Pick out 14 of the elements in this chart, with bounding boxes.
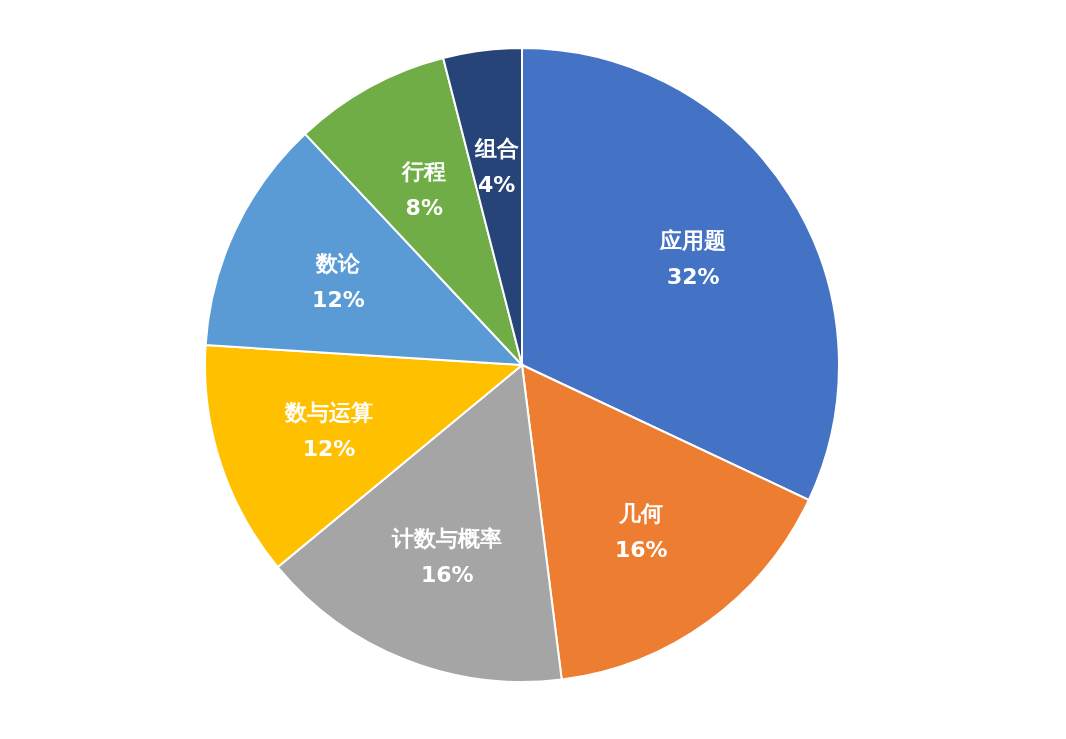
slice-label: 行程 (401, 159, 447, 185)
slice-label: 应用题 (659, 228, 727, 254)
slice-label: 组合 (473, 135, 519, 161)
slice-label: 几何 (618, 501, 664, 527)
slice-label: 数与运算 (284, 399, 374, 425)
data-label: 4% (477, 171, 516, 197)
slice-label: 数论 (315, 250, 362, 276)
data-label: 32% (666, 264, 720, 290)
data-label: 12% (302, 435, 356, 461)
data-label: 16% (420, 561, 474, 587)
data-label: 12% (312, 286, 365, 312)
data-label: 16% (614, 537, 668, 563)
slice-label: 计数与概率 (391, 525, 503, 551)
data-label: 8% (405, 195, 443, 221)
